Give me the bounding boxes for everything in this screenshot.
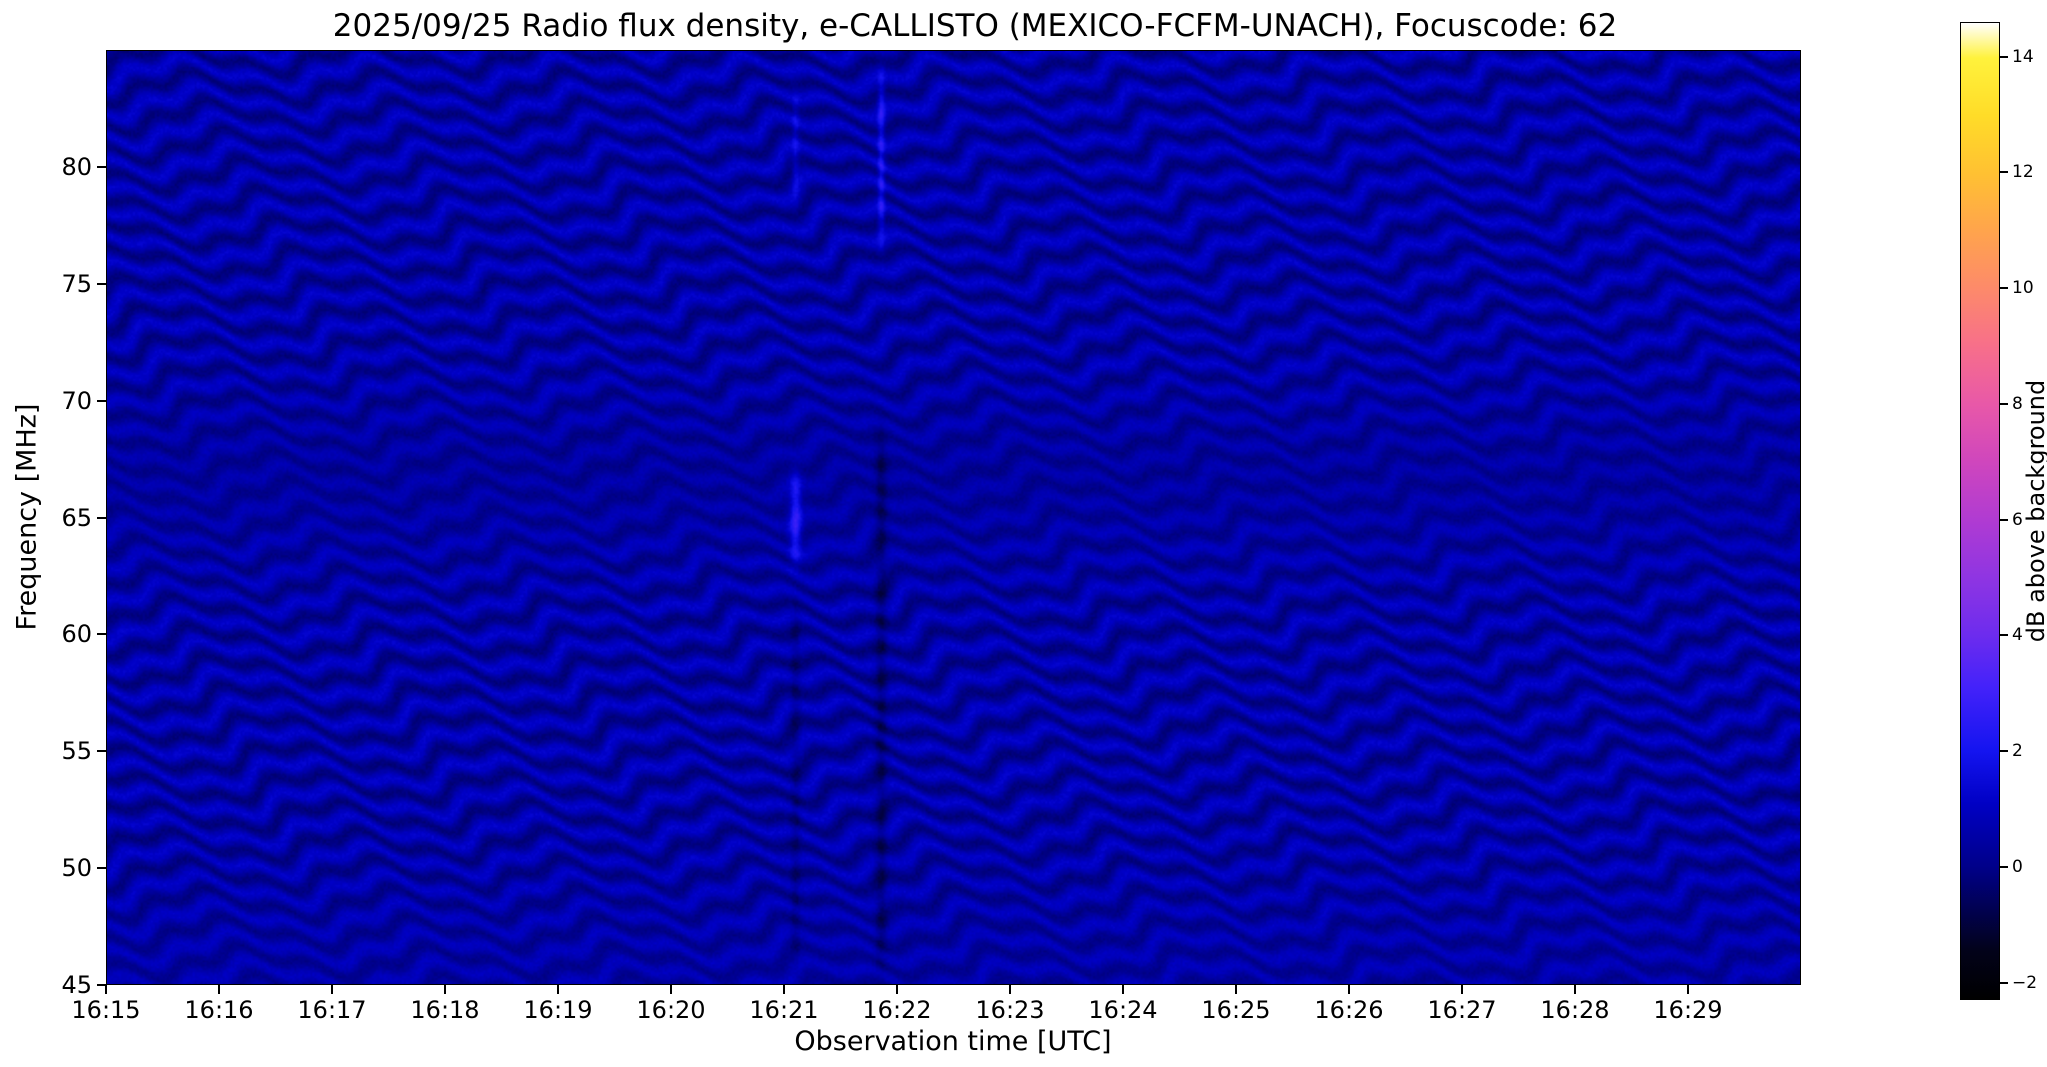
colorbar-tick-label: 8 [2012, 393, 2023, 414]
colorbar-tick-mark [2000, 634, 2008, 637]
x-tick-label: 16:23 [975, 996, 1045, 1024]
y-tick-mark [97, 867, 106, 870]
colorbar-tick-mark [2000, 518, 2008, 521]
y-tick-label: 65 [61, 503, 92, 532]
y-tick-label: 55 [61, 737, 92, 766]
x-tick-label: 16:25 [1201, 996, 1271, 1024]
x-tick-mark [1235, 985, 1237, 994]
x-tick-mark [1687, 985, 1689, 994]
colorbar-tick-mark [2000, 287, 2008, 290]
colorbar-gradient [1961, 23, 1999, 999]
colorbar-label: dB above background [2022, 379, 2047, 643]
y-tick-mark [97, 516, 106, 519]
y-tick-mark [97, 984, 106, 986]
x-tick-label: 16:28 [1540, 996, 1610, 1024]
x-tick-label: 16:17 [297, 996, 367, 1024]
x-tick-label: 16:16 [184, 996, 254, 1024]
x-tick-mark [1348, 985, 1350, 994]
colorbar-tick-mark [2000, 402, 2008, 405]
x-tick-mark [670, 985, 672, 994]
colorbar-tick-label: 2 [2012, 741, 2023, 762]
x-tick-label: 16:29 [1653, 996, 1723, 1024]
y-tick-mark [97, 165, 106, 168]
x-tick-mark [1009, 985, 1011, 994]
x-tick-label: 16:18 [410, 996, 480, 1024]
colorbar-tick-mark [2000, 171, 2008, 174]
y-tick-label: 60 [61, 620, 92, 649]
colorbar-tick-mark [2000, 750, 2008, 753]
x-tick-mark [557, 985, 559, 994]
x-tick-label: 16:20 [636, 996, 706, 1024]
x-tick-mark [444, 985, 446, 994]
y-tick-mark [97, 633, 106, 636]
y-tick-label: 75 [61, 269, 92, 298]
x-tick-mark [783, 985, 785, 994]
colorbar-tick-label: −2 [2012, 972, 2038, 993]
x-tick-label: 16:24 [1088, 996, 1158, 1024]
y-tick-mark [97, 750, 106, 753]
x-tick-label: 16:26 [1314, 996, 1384, 1024]
x-tick-label: 16:22 [862, 996, 932, 1024]
x-tick-mark [105, 985, 107, 994]
y-tick-label: 50 [61, 854, 92, 883]
x-tick-mark [896, 985, 898, 994]
x-tick-mark [1461, 985, 1463, 994]
y-tick-label: 80 [61, 152, 92, 181]
y-tick-label: 45 [61, 971, 92, 999]
colorbar-tick-mark [2000, 55, 2008, 58]
x-tick-label: 16:27 [1427, 996, 1497, 1024]
y-tick-mark [97, 282, 106, 285]
colorbar-tick-label: 4 [2012, 625, 2023, 646]
y-tick-label: 70 [61, 386, 92, 415]
x-tick-label: 16:19 [523, 996, 593, 1024]
x-tick-label: 16:15 [71, 996, 141, 1024]
y-tick-mark [97, 399, 106, 402]
x-tick-mark [1122, 985, 1124, 994]
chart-title: 2025/09/25 Radio flux density, e-CALLIST… [332, 8, 1618, 44]
x-tick-mark [1574, 985, 1576, 994]
x-tick-label: 16:21 [749, 996, 819, 1024]
colorbar-tick-mark [2000, 865, 2008, 868]
colorbar-tick-label: 14 [2012, 46, 2034, 67]
x-tick-mark [331, 985, 333, 994]
x-axis-label: Observation time [UTC] [794, 1026, 1112, 1057]
colorbar-tick-mark [2000, 981, 2008, 984]
colorbar [1960, 22, 2000, 1000]
colorbar-tick-label: 6 [2012, 509, 2023, 530]
spectrogram-heatmap [107, 51, 1800, 984]
x-tick-mark [218, 985, 220, 994]
plot-area [106, 50, 1801, 985]
colorbar-tick-label: 0 [2012, 856, 2023, 877]
colorbar-tick-label: 10 [2012, 278, 2034, 299]
colorbar-tick-label: 12 [2012, 162, 2034, 183]
